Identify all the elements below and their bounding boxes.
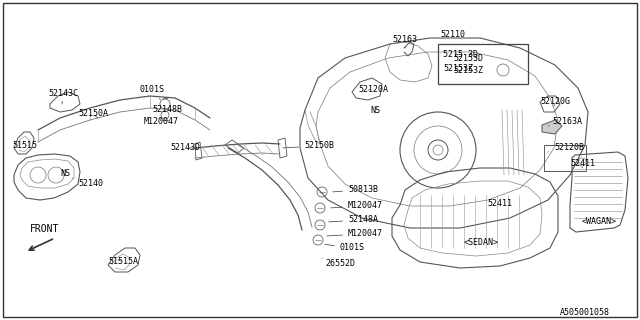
- Text: NS: NS: [370, 106, 380, 115]
- Text: 0101S: 0101S: [324, 244, 365, 252]
- Text: 52148A: 52148A: [329, 215, 378, 225]
- Polygon shape: [542, 120, 562, 134]
- Text: 52143C: 52143C: [48, 90, 78, 104]
- Text: 52148B: 52148B: [152, 106, 182, 115]
- Text: 52411: 52411: [487, 199, 512, 208]
- Text: M120047: M120047: [331, 202, 383, 211]
- Text: <WAGAN>: <WAGAN>: [582, 217, 617, 226]
- Text: 52110: 52110: [440, 30, 465, 39]
- Text: 51515: 51515: [12, 141, 37, 150]
- Text: 52153Z: 52153Z: [453, 66, 483, 75]
- Text: 51515A: 51515A: [108, 258, 138, 267]
- Text: 52163A: 52163A: [548, 116, 582, 126]
- Text: <SEDAN>: <SEDAN>: [464, 238, 499, 247]
- Text: A505001058: A505001058: [560, 308, 610, 317]
- Bar: [544, 145, 586, 171]
- Text: 52143D: 52143D: [170, 143, 200, 153]
- Text: 52163: 52163: [392, 36, 417, 48]
- Text: 52120A: 52120A: [358, 84, 388, 93]
- Text: 52120B: 52120B: [548, 142, 584, 152]
- Text: M120047: M120047: [144, 117, 179, 126]
- Text: M120047: M120047: [327, 229, 383, 238]
- Text: 52150A: 52150A: [78, 109, 108, 118]
- Text: NS: NS: [60, 170, 70, 179]
- Text: 50813B: 50813B: [333, 186, 378, 195]
- Text: 52153Z: 52153Z: [443, 64, 473, 73]
- Text: 52120G: 52120G: [540, 97, 570, 106]
- Text: 52140: 52140: [72, 178, 103, 188]
- Text: 52411: 52411: [570, 159, 595, 169]
- Text: 52153D: 52153D: [453, 54, 483, 63]
- Text: 26552D: 26552D: [322, 258, 355, 268]
- Text: 52150B: 52150B: [283, 141, 334, 150]
- Text: FRONT: FRONT: [30, 224, 60, 234]
- Bar: [438, 44, 528, 84]
- Text: 0101S: 0101S: [140, 84, 165, 100]
- Text: 5215 3D: 5215 3D: [443, 50, 478, 59]
